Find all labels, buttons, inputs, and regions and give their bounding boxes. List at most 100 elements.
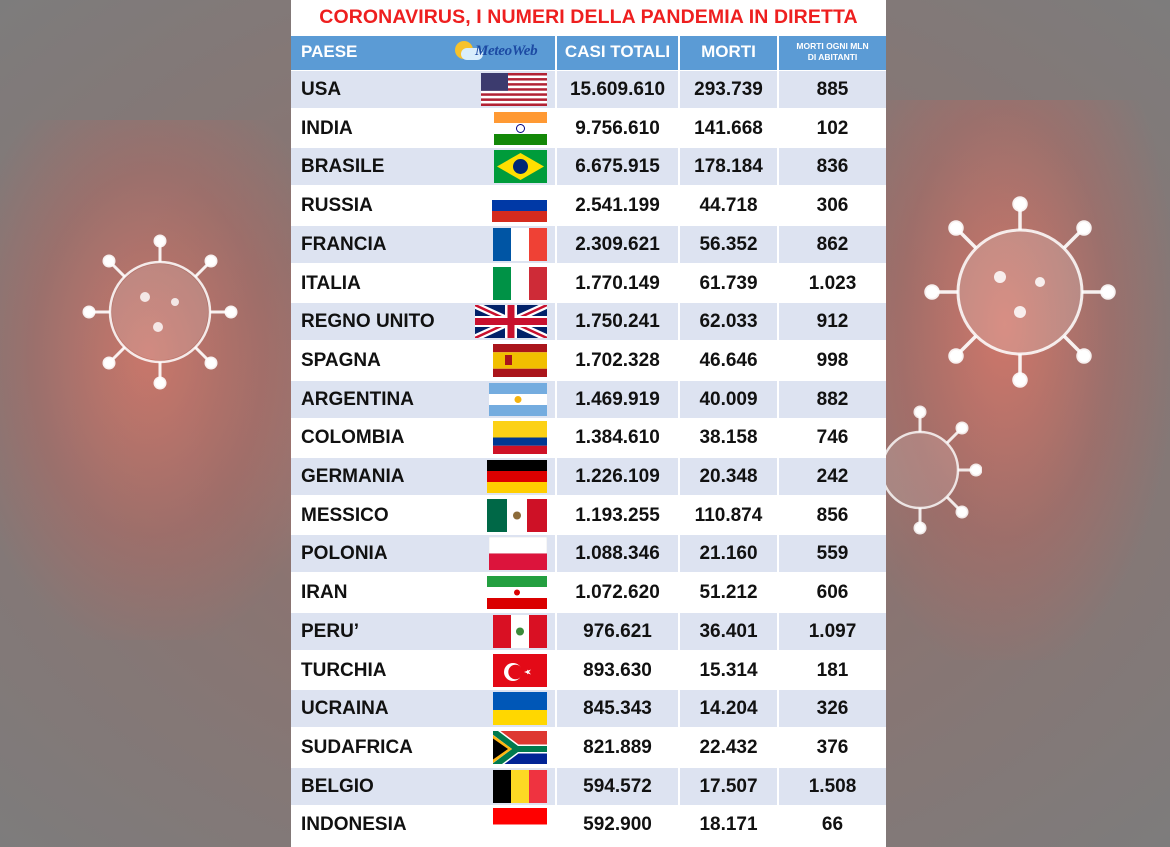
- cell-deaths: 21.160: [680, 535, 777, 573]
- cell-deaths: 44.718: [680, 187, 777, 225]
- indonesia-flag-icon: [493, 808, 547, 842]
- cell-deaths-per-million: 885: [779, 71, 886, 108]
- table-row: RUSSIA 2.541.199 44.718 306: [291, 187, 886, 226]
- cell-country: IRAN: [291, 574, 555, 612]
- cell-deaths-per-million: 1.508: [779, 767, 886, 805]
- cell-deaths: 141.668: [680, 109, 777, 147]
- cell-deaths-per-million: 882: [779, 380, 886, 418]
- total-cases-value: 1.072.620: [575, 582, 660, 604]
- deaths-value: 18.171: [699, 814, 758, 836]
- total-cases-value: 845.343: [583, 698, 652, 720]
- total-cases-value: 976.621: [583, 620, 652, 642]
- deaths-value: 51.212: [699, 582, 758, 604]
- deaths-per-million-value: 66: [821, 814, 844, 836]
- deaths-value: 21.160: [699, 543, 758, 565]
- cell-total-cases: 15.609.610: [557, 71, 678, 108]
- country-name: UCRAINA: [301, 698, 389, 720]
- deaths-value: 46.646: [699, 349, 758, 371]
- country-name: GERMANIA: [301, 466, 405, 487]
- header-per-mln-line2: DI ABITANTI: [807, 52, 858, 62]
- cell-total-cases: 893.630: [557, 651, 678, 689]
- cell-country: PERU’: [291, 612, 555, 650]
- deaths-per-million-value: 836: [816, 156, 849, 178]
- meteoweb-logo: MeteoWeb: [453, 38, 551, 66]
- cell-deaths-per-million: 836: [779, 148, 886, 186]
- cell-deaths-per-million: 102: [779, 109, 886, 147]
- cell-total-cases: 1.469.919: [557, 380, 678, 418]
- table-row: INDONESIA 592.900 18.171 66: [291, 806, 886, 845]
- table-row: TURCHIA 893.630 15.314 181: [291, 651, 886, 691]
- russia-flag-icon: [492, 189, 547, 223]
- deaths-per-million-value: 559: [816, 543, 849, 565]
- cell-deaths: 40.009: [680, 380, 777, 418]
- table-row: USA 15.609.610 293.739 885: [291, 71, 886, 110]
- deaths-per-million-value: 606: [816, 582, 849, 604]
- deaths-per-million-value: 885: [816, 79, 849, 100]
- table-row: BELGIO 594.572 17.507 1.508: [291, 767, 886, 807]
- deaths-value: 22.432: [699, 736, 758, 758]
- cell-deaths: 62.033: [680, 303, 777, 341]
- cell-total-cases: 976.621: [557, 612, 678, 650]
- deaths-per-million-value: 862: [816, 233, 849, 255]
- cell-total-cases: 592.900: [557, 806, 678, 844]
- cell-deaths: 51.212: [680, 574, 777, 612]
- table-row: UCRAINA 845.343 14.204 326: [291, 690, 886, 729]
- uk-flag-icon: [475, 305, 547, 339]
- header-per-mln-line1: MORTI OGNI MLN: [796, 41, 869, 51]
- header-deaths: MORTI: [680, 36, 777, 70]
- deaths-value: 110.874: [694, 504, 763, 526]
- total-cases-value: 821.889: [583, 736, 652, 758]
- cell-deaths: 36.401: [680, 612, 777, 650]
- cell-total-cases: 1.226.109: [557, 458, 678, 495]
- italy-flag-icon: [493, 266, 547, 300]
- cell-deaths-per-million: 912: [779, 303, 886, 341]
- cell-country: ITALIA: [291, 264, 555, 302]
- country-name: PERU’: [301, 620, 360, 642]
- cell-deaths: 38.158: [680, 419, 777, 457]
- header-country-label: PAESE: [301, 42, 358, 61]
- table-row: REGNO UNITO 1.750.241 62.033 912: [291, 303, 886, 342]
- table-row: POLONIA 1.088.346 21.160 559: [291, 535, 886, 574]
- deaths-value: 178.184: [694, 156, 763, 178]
- country-name: SUDAFRICA: [301, 736, 413, 758]
- header-deaths-per-million: MORTI OGNI MLN DI ABITANTI: [779, 36, 886, 70]
- cell-total-cases: 1.088.346: [557, 535, 678, 573]
- cell-country: TURCHIA: [291, 651, 555, 689]
- total-cases-value: 1.469.919: [575, 388, 660, 410]
- page-title: CORONAVIRUS, I NUMERI DELLA PANDEMIA IN …: [319, 6, 858, 28]
- cell-country: INDIA: [291, 109, 555, 147]
- india-flag-icon: [494, 111, 547, 145]
- spain-flag-icon: [493, 343, 547, 377]
- cell-country: BELGIO: [291, 767, 555, 805]
- table-row: COLOMBIA 1.384.610 38.158 746: [291, 419, 886, 458]
- deaths-per-million-value: 306: [816, 195, 849, 217]
- deaths-value: 36.401: [699, 620, 758, 642]
- deaths-value: 293.739: [694, 79, 763, 100]
- cell-total-cases: 2.541.199: [557, 187, 678, 225]
- deaths-per-million-value: 998: [816, 349, 849, 371]
- cell-total-cases: 1.750.241: [557, 303, 678, 341]
- cell-country: USA: [291, 71, 555, 108]
- deaths-per-million-value: 1.097: [808, 620, 857, 642]
- cell-deaths-per-million: 242: [779, 458, 886, 495]
- germany-flag-icon: [487, 460, 547, 493]
- cell-country: REGNO UNITO: [291, 303, 555, 341]
- country-name: TURCHIA: [301, 659, 387, 681]
- cell-deaths: 46.646: [680, 341, 777, 379]
- total-cases-value: 15.609.610: [569, 79, 666, 100]
- deaths-per-million-value: 102: [816, 117, 849, 139]
- cell-total-cases: 1.072.620: [557, 574, 678, 612]
- cell-total-cases: 1.770.149: [557, 264, 678, 302]
- table-row: IRAN 1.072.620 51.212 606: [291, 574, 886, 613]
- cell-country: BRASILE: [291, 148, 555, 186]
- country-name: IRAN: [301, 582, 348, 604]
- iran-flag-icon: [487, 576, 547, 610]
- total-cases-value: 1.088.346: [575, 543, 660, 565]
- cell-deaths-per-million: 306: [779, 187, 886, 225]
- cell-deaths-per-million: 559: [779, 535, 886, 573]
- cell-deaths-per-million: 856: [779, 496, 886, 534]
- cell-country: INDONESIA: [291, 806, 555, 844]
- cell-country: COLOMBIA: [291, 419, 555, 457]
- country-name: REGNO UNITO: [301, 311, 435, 333]
- deaths-value: 17.507: [699, 775, 758, 797]
